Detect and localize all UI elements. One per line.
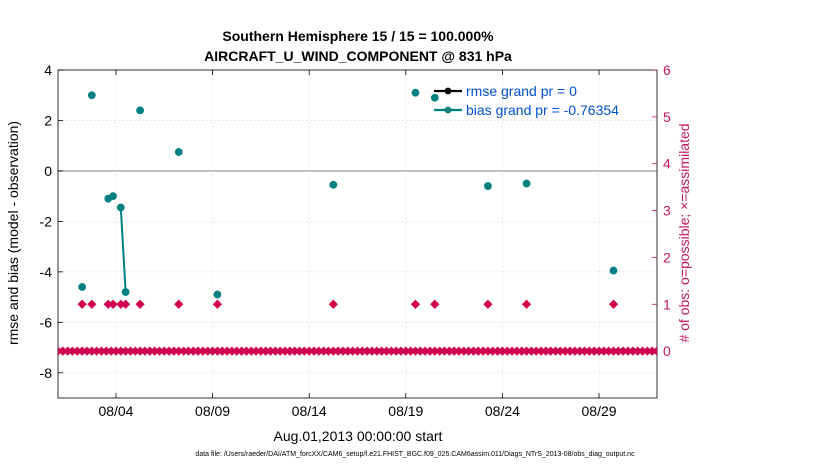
chart-title-line1: Southern Hemisphere 15 / 15 = 100.000% — [222, 28, 494, 44]
y-right-tick-label: 5 — [663, 109, 671, 125]
obs-count-zero-marker — [652, 346, 657, 356]
obs-count-one-marker — [410, 299, 421, 309]
bias-point — [329, 180, 338, 189]
obs-count-one-marker — [483, 299, 493, 309]
chart-title-line2: AIRCRAFT_U_WIND_COMPONENT @ 831 hPa — [204, 48, 512, 64]
data-marks — [58, 88, 657, 356]
bias-point — [522, 179, 531, 188]
plot-background — [58, 70, 657, 398]
y-right-tick-label: 0 — [663, 343, 671, 359]
y-right-tick-label: 3 — [663, 203, 671, 219]
y-left-tick-label: -6 — [40, 314, 53, 330]
bias-point — [430, 93, 439, 102]
y-left-tick-label: 2 — [44, 112, 52, 128]
bias-line-segment — [119, 207, 127, 293]
y-right-tick-label: 6 — [663, 62, 671, 78]
x-tick-label: 08/24 — [485, 403, 520, 419]
obs-count-one-marker — [608, 299, 619, 309]
bias-point — [136, 106, 145, 115]
x-axis-label: Aug.01,2013 00:00:00 start — [274, 428, 443, 444]
x-tick-label: 08/09 — [195, 403, 230, 419]
bias-point — [609, 266, 618, 275]
bias-point — [121, 288, 130, 296]
y-left-tick-label: 4 — [44, 62, 52, 78]
y-right-tick-label: 1 — [663, 296, 671, 312]
y-right-tick-label: 4 — [663, 156, 671, 172]
legend: rmse grand pr = 0 bias grand pr = -0.7635… — [434, 83, 619, 118]
y-left-tick-label: -8 — [40, 365, 53, 381]
obs-count-one-marker — [121, 299, 131, 309]
bias-point — [87, 91, 96, 100]
obs-count-one-marker — [135, 299, 145, 309]
bias-point — [109, 192, 117, 201]
plot-border — [57, 69, 658, 399]
plot-area: 08/04 08/09 08/14 08/19 08/24 08/29 4 2 0 -2 -4 -6 -… — [40, 62, 671, 419]
x-tick-label: 08/14 — [292, 403, 327, 419]
x-tick-label: 08/29 — [582, 403, 617, 419]
legend-entry-label: rmse grand pr = 0 — [466, 83, 577, 99]
legend-entry-label: bias grand pr = -0.76354 — [466, 102, 619, 118]
y-axis-left-label: rmse and bias (model - observation) — [5, 121, 21, 345]
y-right-tick-label: 2 — [663, 249, 671, 265]
data-file-footer: data file: /Users/raeder/DAI/ATM_forcXX/… — [195, 451, 635, 458]
y-axis-right-label: # of obs: o=possible; ×=assimilated — [676, 123, 692, 342]
x-tick-label: 08/04 — [98, 403, 133, 419]
y-left-tick-label: -2 — [40, 213, 53, 229]
bias-point — [213, 290, 222, 299]
x-tick-label: 08/19 — [388, 403, 423, 419]
obs-count-one-marker — [430, 299, 440, 309]
legend-marker — [444, 87, 452, 95]
bias-point — [411, 88, 420, 97]
legend-marker — [444, 106, 452, 114]
obs-count-one-marker — [212, 299, 223, 309]
y-left-tick-label: -4 — [40, 264, 53, 280]
obs-count-one-marker — [108, 299, 118, 309]
bias-point — [116, 203, 125, 212]
bias-point — [484, 182, 492, 190]
y-left-tick-label: 0 — [44, 163, 52, 179]
obs-count-one-marker — [521, 299, 532, 309]
bias-point — [174, 148, 183, 156]
obs-count-one-marker — [174, 299, 184, 309]
bias-point — [78, 283, 87, 291]
obs-count-one-marker — [328, 299, 338, 309]
obs-count-one-marker — [77, 299, 87, 309]
obs-count-one-marker — [87, 299, 97, 309]
